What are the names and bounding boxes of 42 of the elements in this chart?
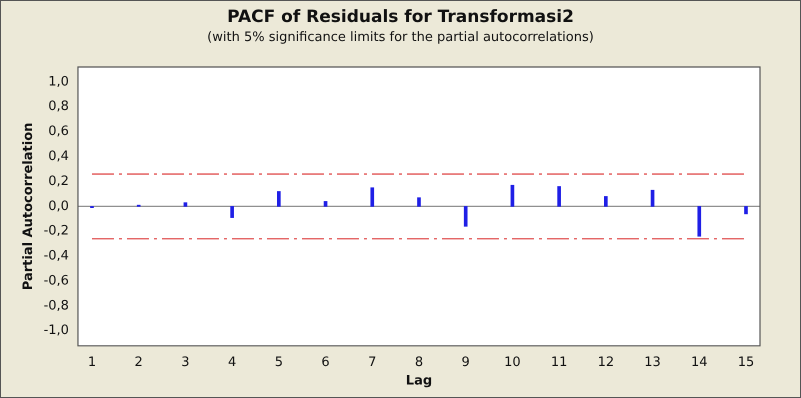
- y-tick-label: -0,6: [44, 273, 69, 288]
- x-tick-label: 8: [414, 354, 424, 370]
- bar: [697, 206, 702, 237]
- bar: [744, 206, 748, 214]
- y-tick-label: -0,4: [44, 248, 69, 264]
- x-tick-label: 12: [598, 354, 614, 370]
- x-tick-label: 13: [644, 354, 661, 370]
- y-tick-label: 0,2: [48, 174, 69, 189]
- x-tick-label: 10: [504, 354, 521, 370]
- y-tick-label: 0,8: [48, 99, 69, 114]
- x-tick-label: 11: [550, 354, 568, 370]
- bar: [417, 197, 421, 207]
- y-axis-title: Partial Autocorrelation: [21, 122, 36, 290]
- chart-subtitle: (with 5% significance limits for the partial autocorrelations): [206, 30, 595, 45]
- x-tick-label: 6: [321, 354, 330, 370]
- bar: [604, 196, 608, 207]
- bar: [277, 191, 281, 207]
- y-tick-label: 0,4: [48, 148, 69, 164]
- bar: [370, 187, 374, 207]
- y-tick-label: -1,0: [44, 323, 69, 338]
- x-tick-label: 2: [134, 354, 143, 370]
- x-tick-label: 9: [462, 354, 470, 370]
- y-tick-label: -0,8: [44, 298, 69, 314]
- y-tick-label: 1,0: [48, 74, 69, 90]
- bar: [324, 201, 328, 207]
- x-axis-title: Lag: [406, 374, 432, 389]
- bar: [230, 206, 234, 218]
- chart-title: PACF of Residuals for Transformasi2: [226, 7, 575, 27]
- x-tick-label: 15: [738, 354, 754, 370]
- y-tick-label: 0,0: [48, 198, 69, 214]
- x-tick-label: 1: [88, 354, 96, 370]
- bar: [510, 184, 514, 207]
- y-tick-label: -0,2: [44, 224, 69, 239]
- x-tick-label: 14: [690, 354, 708, 370]
- x-tick-label: 7: [368, 354, 376, 370]
- y-tick-label: 0,6: [48, 124, 69, 140]
- x-tick-label: 5: [274, 354, 283, 370]
- x-tick-label: 3: [181, 354, 190, 370]
- x-tick-label: 4: [228, 354, 236, 370]
- bar: [650, 190, 654, 207]
- bar: [464, 206, 468, 227]
- bar: [557, 186, 561, 207]
